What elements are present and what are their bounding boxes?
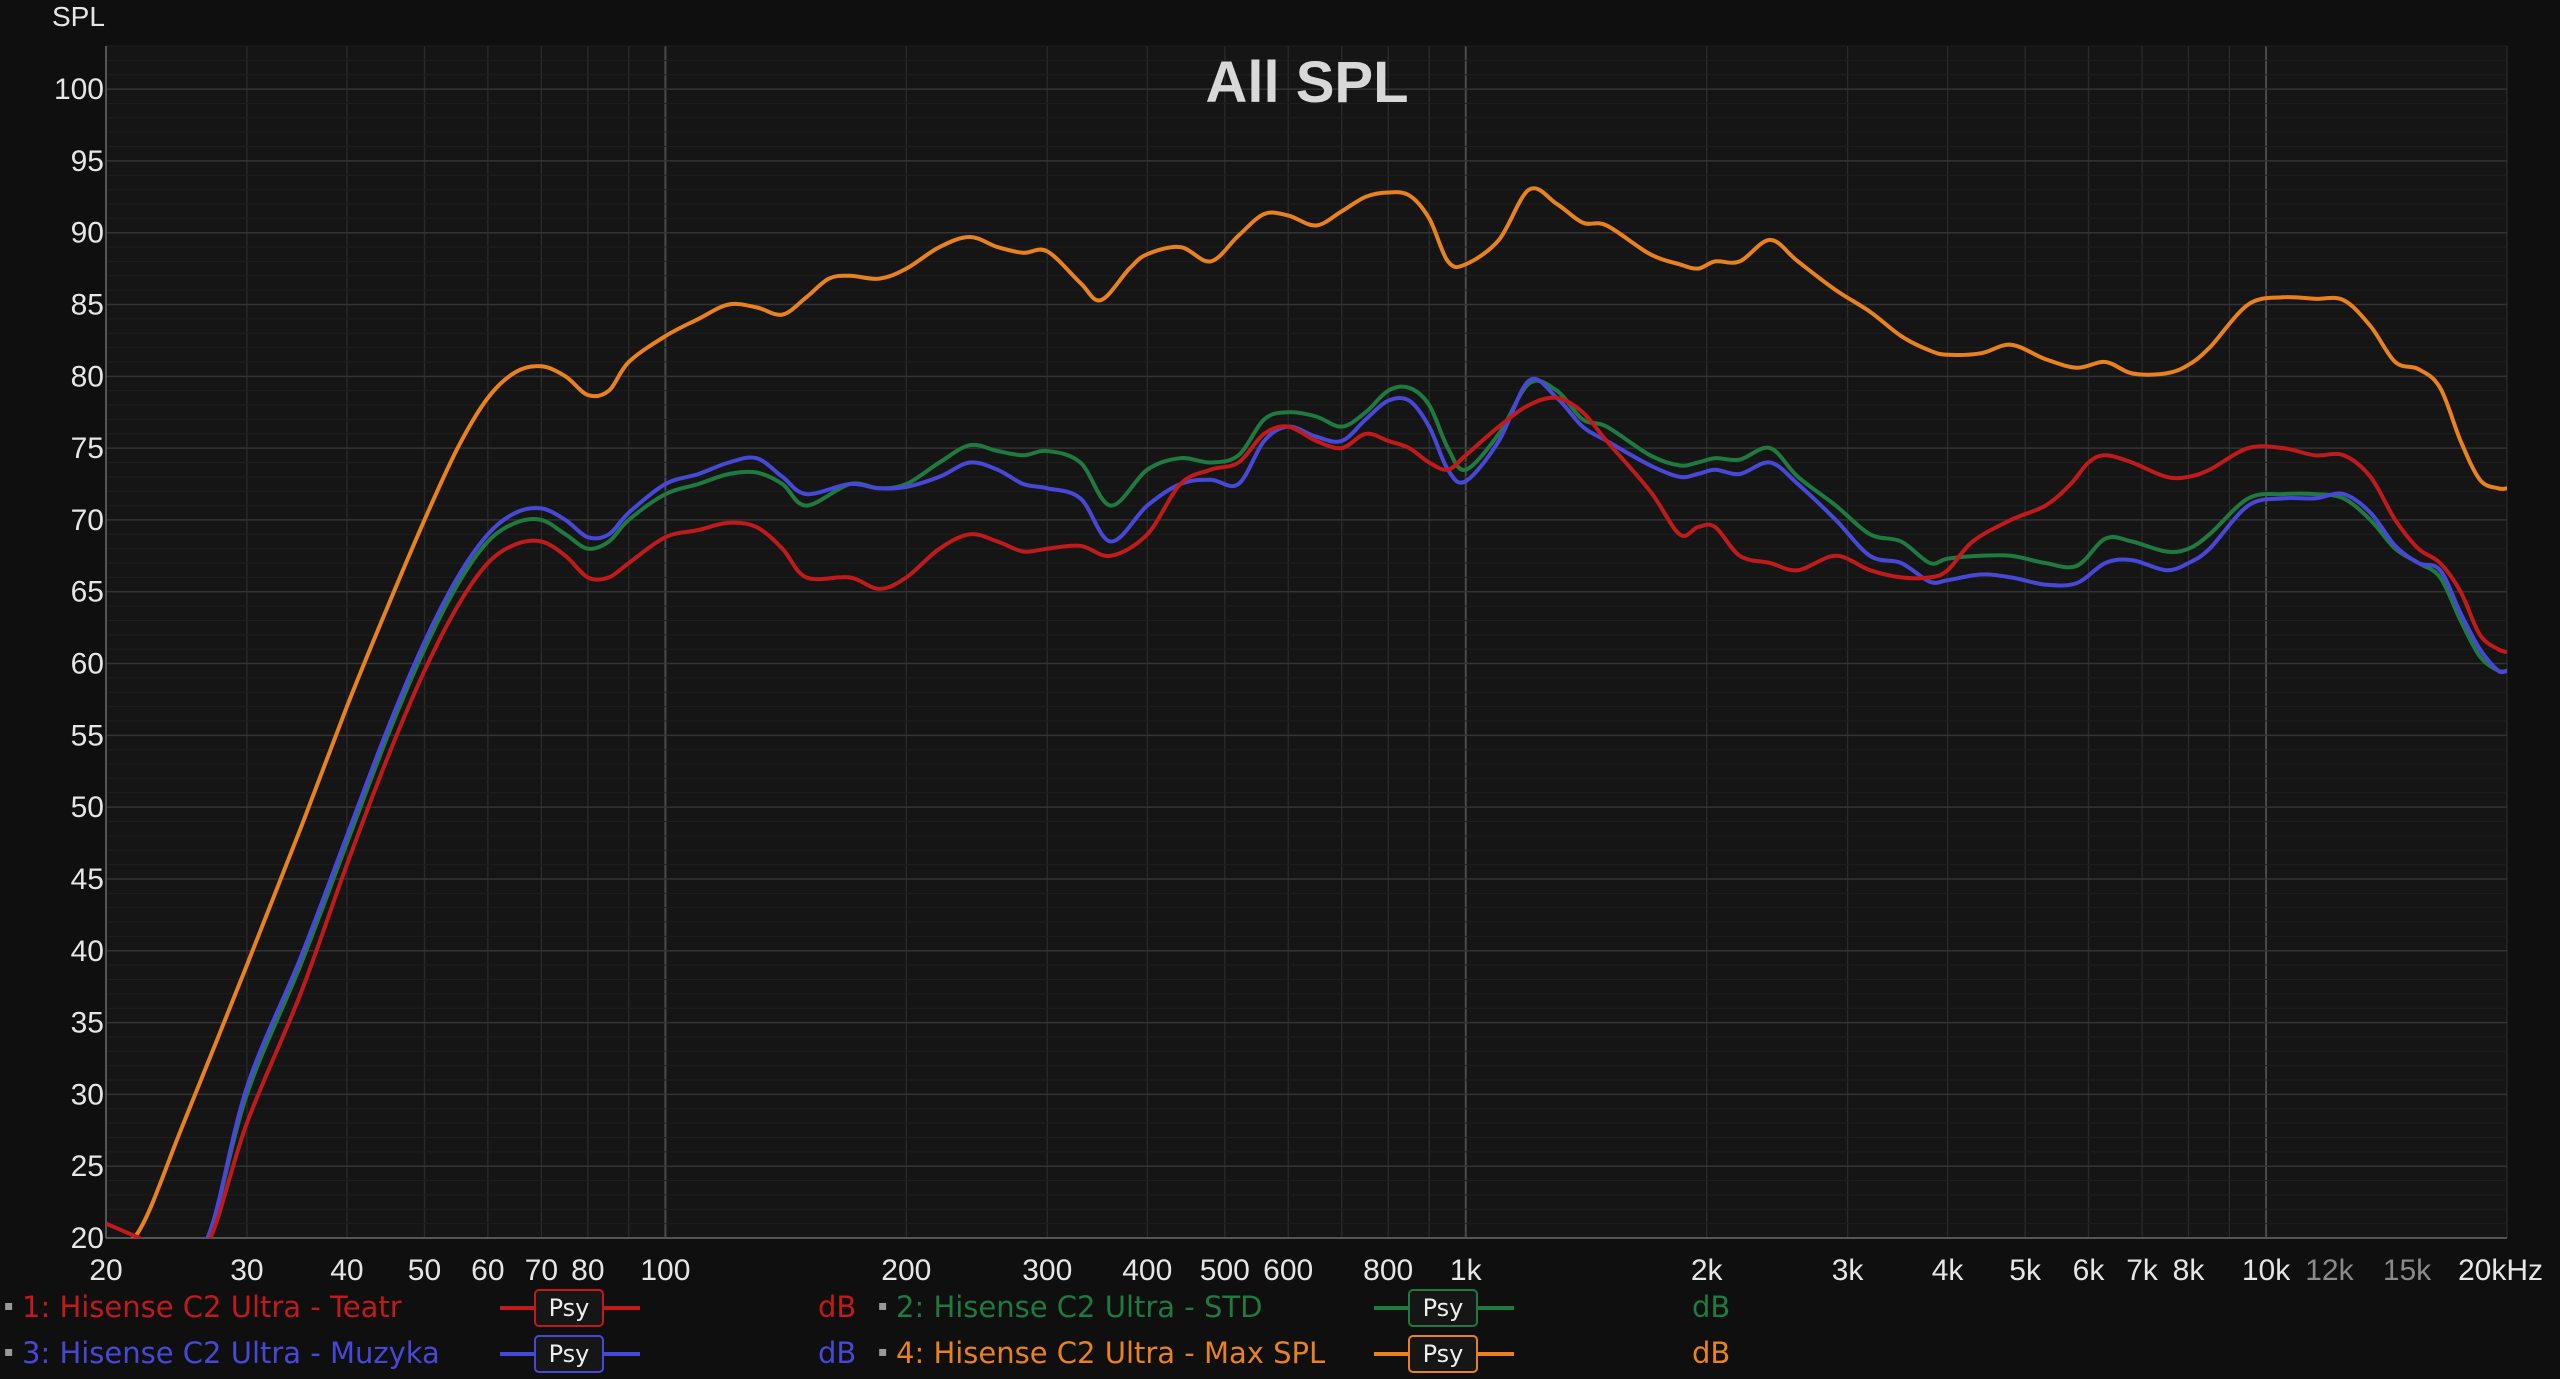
- x-tick-label: 12k: [2305, 1254, 2354, 1287]
- spl-chart: 20 25 30 35 40 45 50 55 60 65 70 75 80 85 90 95 100 20 30…: [52, 1, 2543, 1287]
- x-tick-label: 600: [1263, 1254, 1313, 1287]
- x-tick-label: 200: [881, 1254, 931, 1287]
- legend-item-3[interactable]: ▪ 3: Hisense C2 Ultra - Muzyka Psy dB: [4, 1333, 864, 1373]
- x-tick-label: 300: [1022, 1254, 1072, 1287]
- x-tick-label: 60: [471, 1254, 504, 1287]
- x-tick-label: 20: [89, 1254, 122, 1287]
- x-tick-label: 20kHz: [2458, 1254, 2543, 1287]
- legend-label: 1: Hisense C2 Ultra - Teatr: [22, 1290, 402, 1324]
- x-tick-label: 500: [1200, 1254, 1250, 1287]
- legend-line-swatch: [602, 1352, 640, 1356]
- psy-button[interactable]: Psy: [534, 1289, 604, 1327]
- y-tick-label: 75: [71, 432, 104, 465]
- legend-line-swatch: [500, 1352, 538, 1356]
- legend-toggle-icon[interactable]: ▪: [878, 1298, 888, 1314]
- series-line-2: [205, 378, 2507, 1238]
- legend-line-swatch: [500, 1306, 538, 1310]
- legend-line-swatch: [1374, 1352, 1412, 1356]
- legend-line-swatch: [602, 1306, 640, 1310]
- y-tick-label: 20: [71, 1222, 104, 1255]
- x-tick-label: 2k: [1691, 1254, 1724, 1287]
- x-tick-label: 30: [230, 1254, 263, 1287]
- y-tick-label: 45: [71, 863, 104, 896]
- x-tick-label: 70: [525, 1254, 558, 1287]
- plot-background: [106, 46, 2507, 1238]
- y-tick-label: 55: [71, 719, 104, 752]
- y-tick-label: 85: [71, 289, 104, 322]
- x-tick-label: 80: [571, 1254, 604, 1287]
- legend-item-2[interactable]: ▪ 2: Hisense C2 Ultra - STD Psy dB: [878, 1287, 1738, 1327]
- y-tick-label: 95: [71, 145, 104, 178]
- y-tick-label: 90: [71, 217, 104, 250]
- y-tick-label: 35: [71, 1007, 104, 1040]
- legend-unit: dB: [1692, 1290, 1731, 1324]
- x-tick-label: 15k: [2383, 1254, 2432, 1287]
- x-tick-label: 400: [1122, 1254, 1172, 1287]
- x-tick-label: 7k: [2126, 1254, 2159, 1287]
- y-tick-label: 70: [71, 504, 104, 537]
- legend-label: 2: Hisense C2 Ultra - STD: [896, 1290, 1263, 1324]
- legend-line-swatch: [1374, 1306, 1412, 1310]
- psy-button[interactable]: Psy: [1408, 1335, 1478, 1373]
- legend-line-swatch: [1476, 1352, 1514, 1356]
- x-tick-label: 40: [330, 1254, 363, 1287]
- x-tick-label: 8k: [2173, 1254, 2206, 1287]
- legend-line-swatch: [1476, 1306, 1514, 1310]
- x-tick-label: 1k: [1450, 1254, 1483, 1287]
- x-tick-label: 6k: [2073, 1254, 2106, 1287]
- x-tick-label: 800: [1363, 1254, 1413, 1287]
- legend-toggle-icon[interactable]: ▪: [4, 1298, 14, 1314]
- y-axis: 20 25 30 35 40 45 50 55 60 65 70 75 80 85 90 95 100: [54, 73, 104, 1255]
- y-tick-label: 50: [71, 791, 104, 824]
- x-axis: 20 30 40 50 60 70 80 100 200 300 400 500 600 800 1k 2k 3…: [89, 1254, 2543, 1287]
- series-line-4: [131, 186, 2507, 1238]
- series-line-3: [205, 376, 2507, 1238]
- legend-label: 3: Hisense C2 Ultra - Muzyka: [22, 1336, 440, 1370]
- legend: ▪ 1: Hisense C2 Ultra - Teatr Psy dB ▪ 2…: [0, 1287, 2560, 1379]
- series-layer: [106, 186, 2507, 1238]
- x-tick-label: 3k: [1832, 1254, 1865, 1287]
- series-line-1: [106, 395, 2507, 1238]
- psy-button[interactable]: Psy: [1408, 1289, 1478, 1327]
- x-tick-label: 100: [640, 1254, 690, 1287]
- legend-toggle-icon[interactable]: ▪: [4, 1344, 14, 1360]
- y-tick-label: 40: [71, 935, 104, 968]
- y-axis-label: SPL: [52, 1, 105, 32]
- legend-unit: dB: [818, 1290, 857, 1324]
- y-tick-label: 30: [71, 1078, 104, 1111]
- legend-unit: dB: [1692, 1336, 1731, 1370]
- legend-toggle-icon[interactable]: ▪: [878, 1344, 888, 1360]
- legend-label: 4: Hisense C2 Ultra - Max SPL: [896, 1336, 1326, 1370]
- y-tick-label: 60: [71, 648, 104, 681]
- x-tick-label: 50: [408, 1254, 441, 1287]
- psy-button[interactable]: Psy: [534, 1335, 604, 1373]
- y-tick-label: 25: [71, 1150, 104, 1183]
- x-tick-label: 5k: [2009, 1254, 2042, 1287]
- grid: [105, 45, 2508, 1239]
- chart-title: All SPL: [1205, 50, 1408, 115]
- y-tick-label: 80: [71, 360, 104, 393]
- legend-unit: dB: [818, 1336, 857, 1370]
- x-tick-label: 10k: [2242, 1254, 2291, 1287]
- y-tick-label: 100: [54, 73, 104, 106]
- legend-item-4[interactable]: ▪ 4: Hisense C2 Ultra - Max SPL Psy dB: [878, 1333, 1738, 1373]
- y-tick-label: 65: [71, 576, 104, 609]
- legend-item-1[interactable]: ▪ 1: Hisense C2 Ultra - Teatr Psy dB: [4, 1287, 864, 1327]
- x-tick-label: 4k: [1932, 1254, 1965, 1287]
